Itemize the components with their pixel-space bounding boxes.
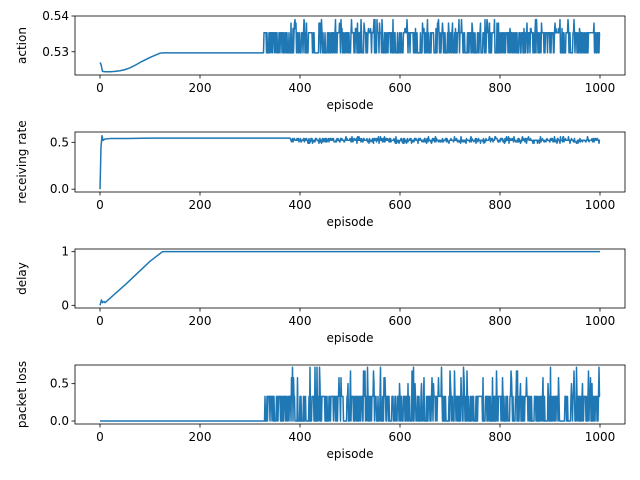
plot-frame xyxy=(74,364,626,425)
x-tick-label: 1000 xyxy=(585,430,616,444)
x-tick-label: 200 xyxy=(189,198,212,212)
y-tick-label: 0 xyxy=(61,298,69,312)
x-tick-label: 0 xyxy=(96,314,104,328)
series-line xyxy=(100,366,601,422)
x-tick-label: 800 xyxy=(489,314,512,328)
x-tick-label: 600 xyxy=(389,314,412,328)
x-tick-label: 0 xyxy=(96,198,104,212)
y-tick-label: 1 xyxy=(61,245,69,259)
y-tick-label: 0.53 xyxy=(42,45,69,59)
y-tick-label: 0.5 xyxy=(50,135,69,149)
x-tick-label: 800 xyxy=(489,81,512,95)
x-tick-label: 800 xyxy=(489,198,512,212)
x-tick-label: 400 xyxy=(289,314,312,328)
x-tick-label: 0 xyxy=(96,81,104,95)
series-line xyxy=(99,135,601,190)
x-tick-label: 600 xyxy=(389,198,412,212)
x-tick-label: 0 xyxy=(96,430,104,444)
subplot-3: 0 200 400 600 800 1000 0 1 episode delay xyxy=(15,245,626,345)
x-tick-label: 200 xyxy=(189,430,212,444)
plot-frame xyxy=(74,248,626,309)
x-tick-label: 400 xyxy=(289,430,312,444)
x-tick-label: 1000 xyxy=(585,314,616,328)
x-axis-label: episode xyxy=(327,215,374,229)
y-tick-label: 0.0 xyxy=(50,414,69,428)
x-axis-label: episode xyxy=(327,98,374,112)
y-axis-label: receiving rate xyxy=(15,120,29,203)
subplot-1: 0 200 400 600 800 1000 0.53 0.54 episode action xyxy=(15,9,626,112)
subplot-4: 0 200 400 600 800 1000 0.0 0.5 episode packet los… xyxy=(15,361,626,461)
plot-frame xyxy=(74,15,626,76)
x-tick-label: 1000 xyxy=(585,198,616,212)
y-tick-label: 0.0 xyxy=(50,182,69,196)
x-tick-label: 400 xyxy=(289,198,312,212)
subplot-2: 0 200 400 600 800 1000 0.0 0.5 episode receiving … xyxy=(15,120,626,229)
x-tick-label: 1000 xyxy=(585,81,616,95)
y-tick-label: 0.5 xyxy=(50,377,69,391)
plot-frame xyxy=(74,131,626,193)
x-tick-label: 400 xyxy=(289,81,312,95)
x-tick-label: 200 xyxy=(189,314,212,328)
series-line xyxy=(99,250,600,306)
x-tick-label: 600 xyxy=(389,81,412,95)
x-tick-label: 800 xyxy=(489,430,512,444)
y-axis-label: packet loss xyxy=(15,361,29,428)
x-tick-label: 200 xyxy=(189,81,212,95)
series-line xyxy=(99,18,601,73)
y-tick-label: 0.54 xyxy=(42,9,69,23)
y-axis-label: action xyxy=(15,27,29,64)
y-axis-label: delay xyxy=(15,262,29,295)
x-axis-label: episode xyxy=(327,331,374,345)
x-tick-label: 600 xyxy=(389,430,412,444)
x-axis-label: episode xyxy=(327,447,374,461)
